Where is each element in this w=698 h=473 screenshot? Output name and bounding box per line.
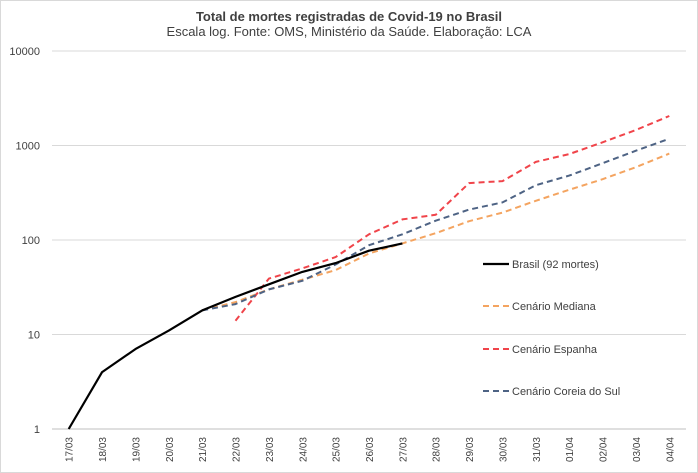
x-tick-label: 22/03 — [232, 437, 243, 462]
legend-label-1: Cenário Mediana — [512, 301, 597, 313]
x-tick-label: 28/03 — [432, 437, 443, 462]
x-tick-label: 01/04 — [565, 437, 576, 462]
legend-label-2: Cenário Espanha — [512, 344, 598, 356]
legend-label-3: Cenário Coreia do Sul — [512, 386, 620, 398]
x-tick-label: 26/03 — [365, 437, 376, 462]
x-tick-label: 29/03 — [465, 437, 476, 462]
legend: Brasil (92 mortes) Cenário Mediana Cenário… — [483, 259, 620, 398]
y-tick-label: 10000 — [9, 46, 40, 58]
x-tick-label: 24/03 — [298, 437, 309, 462]
x-tick-label: 25/03 — [332, 437, 343, 462]
y-axis-ticks: 1 10 100 1000 10000 — [9, 46, 40, 436]
x-tick-label: 23/03 — [265, 437, 276, 462]
x-tick-label: 02/04 — [599, 437, 610, 462]
x-tick-label: 04/04 — [665, 437, 676, 462]
x-tick-label: 20/03 — [165, 437, 176, 462]
legend-label-0: Brasil (92 mortes) — [512, 259, 599, 271]
x-tick-label: 31/03 — [532, 437, 543, 462]
chart-title: Total de mortes registradas de Covid-19 … — [195, 9, 503, 24]
chart-subtitle: Escala log. Fonte: OMS, Ministério da Sa… — [166, 24, 532, 39]
series-line-1 — [201, 152, 670, 312]
series-line-0 — [67, 242, 403, 430]
y-tick-label: 1 — [34, 424, 40, 436]
x-tick-label: 17/03 — [65, 437, 76, 462]
x-tick-label: 30/03 — [498, 437, 509, 462]
x-axis: 17/03 18/03 19/03 20/03 21/03 22/03 23/03 24/03… — [52, 428, 686, 462]
x-tick-label: 21/03 — [198, 437, 209, 462]
x-tick-label: 19/03 — [131, 437, 142, 462]
y-tick-label: 1000 — [16, 141, 40, 153]
series-line-2 — [234, 115, 670, 322]
y-tick-label: 100 — [22, 235, 40, 247]
y-tick-label: 10 — [28, 330, 40, 342]
series-lines — [67, 115, 670, 430]
x-tick-label: 03/04 — [632, 437, 643, 462]
x-tick-label: 18/03 — [98, 437, 109, 462]
series-line-3 — [202, 137, 670, 312]
gridlines — [52, 50, 686, 430]
x-tick-label: 27/03 — [398, 437, 409, 462]
